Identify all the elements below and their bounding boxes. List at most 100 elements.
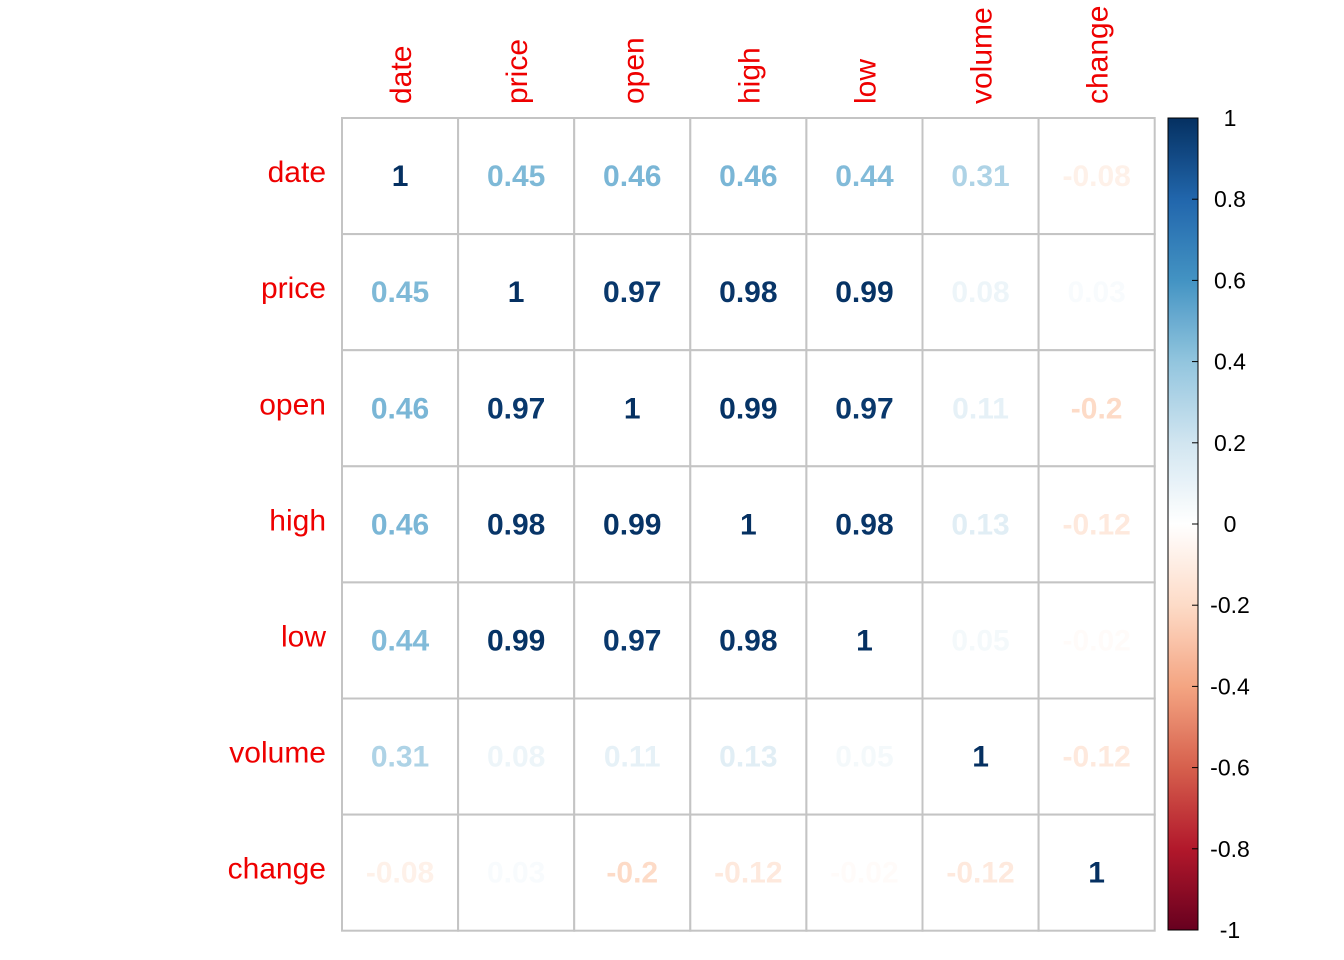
value-label-change-open: -0.2: [606, 857, 658, 890]
cell-price-open: [573, 233, 692, 352]
value-label-low-volume: 0.05: [951, 624, 1009, 657]
value-label-date-change: -0.08: [1062, 160, 1130, 193]
value-label-open-date: 0.46: [371, 392, 429, 425]
row-label-price: price: [261, 272, 326, 305]
cell-open-price: [457, 349, 576, 468]
cell-open-low: [805, 349, 924, 468]
value-label-open-low: 0.97: [835, 392, 893, 425]
value-label-volume-price: 0.08: [487, 741, 545, 774]
column-label-open: open: [617, 37, 650, 104]
value-label-volume-date: 0.31: [371, 741, 429, 774]
cell-volume-price: [457, 697, 576, 816]
value-label-low-price: 0.99: [487, 624, 545, 657]
colorbar-tick-label: -0.2: [1210, 592, 1250, 618]
colorbar: 1 0.8 0.6 0.4 0.2 0 -0.2 -0.4 -0.6 -0.8 -1: [1167, 105, 1250, 943]
value-label-high-volume: 0.13: [951, 508, 1009, 541]
value-label-open-volume: 0.11: [952, 392, 1009, 425]
cell-high-high: [689, 465, 808, 584]
colorbar-tick-label: 0.2: [1214, 430, 1246, 456]
value-label-high-change: -0.12: [1062, 508, 1130, 541]
value-label-high-open: 0.99: [603, 508, 661, 541]
cell-low-date: [341, 581, 460, 700]
cell-change-change: [1037, 813, 1156, 932]
value-label-high-low: 0.98: [835, 508, 893, 541]
column-label-low: low: [849, 59, 882, 104]
cell-volume-low: [805, 697, 924, 816]
row-label-group: date price open high low volume change: [228, 156, 327, 886]
value-label-price-open: 0.97: [603, 276, 661, 309]
row-label-open: open: [259, 388, 326, 421]
row-label-volume: volume: [229, 737, 326, 770]
cell-high-volume: [921, 465, 1040, 584]
column-label-volume: volume: [966, 7, 999, 104]
row-label-date: date: [268, 156, 326, 189]
cell-open-high: [689, 349, 808, 468]
value-label-change-low: -0.02: [830, 857, 898, 890]
column-label-high: high: [733, 47, 766, 104]
value-label-volume-change: -0.12: [1062, 741, 1130, 774]
value-label-high-high: 1: [740, 508, 757, 541]
cell-date-date: [341, 117, 460, 236]
colorbar-tick-label: 0.6: [1214, 267, 1246, 293]
value-label-volume-volume: 1: [972, 741, 989, 774]
value-label-change-price: 0.03: [487, 857, 545, 890]
column-label-group: date price open high low volume change: [385, 6, 1115, 104]
cell-change-date: [341, 813, 460, 932]
value-label-date-high: 0.46: [719, 160, 777, 193]
cell-price-date: [341, 233, 460, 352]
value-label-date-volume: 0.31: [951, 160, 1009, 193]
cell-open-volume: [921, 349, 1040, 468]
value-label-date-price: 0.45: [487, 160, 545, 193]
value-label-low-high: 0.98: [719, 624, 777, 657]
colorbar-tick-label: 1: [1224, 105, 1237, 131]
value-label-volume-high: 0.13: [719, 741, 777, 774]
value-label-change-change: 1: [1088, 857, 1105, 890]
value-label-open-open: 1: [624, 392, 641, 425]
cell-volume-change: [1037, 697, 1156, 816]
cell-open-open: [573, 349, 692, 468]
value-label-high-date: 0.46: [371, 508, 429, 541]
colorbar-tick-label: 0: [1224, 511, 1237, 537]
value-label-low-change: -0.02: [1062, 624, 1130, 657]
colorbar-tick-label: -0.6: [1210, 755, 1250, 781]
cell-change-volume: [921, 813, 1040, 932]
row-label-high: high: [269, 504, 326, 537]
cell-high-price: [457, 465, 576, 584]
value-label-date-open: 0.46: [603, 160, 661, 193]
value-label-volume-open: 0.11: [604, 741, 661, 774]
value-label-price-price: 1: [508, 276, 525, 309]
value-label-change-high: -0.12: [714, 857, 782, 890]
cell-volume-date: [341, 697, 460, 816]
value-label-high-price: 0.98: [487, 508, 545, 541]
cell-change-open: [573, 813, 692, 932]
value-label-price-date: 0.45: [371, 276, 429, 309]
colorbar-tick-label: 0.4: [1214, 349, 1246, 375]
colorbar-tick-label: -1: [1220, 917, 1240, 943]
cell-date-open: [573, 117, 692, 236]
value-label-price-high: 0.98: [719, 276, 777, 309]
value-label-price-low: 0.99: [835, 276, 893, 309]
value-label-open-change: -0.2: [1071, 392, 1123, 425]
cell-volume-high: [689, 697, 808, 816]
column-label-price: price: [501, 39, 534, 104]
value-label-price-change: 0.03: [1067, 276, 1125, 309]
value-label-low-open: 0.97: [603, 624, 661, 657]
cell-price-low: [805, 233, 924, 352]
value-label-low-date: 0.44: [371, 624, 430, 657]
cell-change-high: [689, 813, 808, 932]
value-label-change-volume: -0.12: [946, 857, 1014, 890]
row-label-change: change: [228, 853, 326, 886]
value-label-date-date: 1: [392, 160, 409, 193]
colorbar-tick-label: 0.8: [1214, 186, 1246, 212]
cell-high-change: [1037, 465, 1156, 584]
cell-open-change: [1037, 349, 1156, 468]
cell-price-change: [1037, 233, 1156, 352]
value-label-open-high: 0.99: [719, 392, 777, 425]
value-label-price-volume: 0.08: [951, 276, 1009, 309]
cell-layer: 1 0.45 0.46 0.46 0.44 0.31 -0.08 0.45 1 0.97 0.98 0…: [341, 117, 1156, 932]
colorbar-tick-label: -0.8: [1210, 836, 1250, 862]
column-label-date: date: [385, 46, 418, 104]
cell-date-volume: [921, 117, 1040, 236]
value-label-low-low: 1: [856, 624, 873, 657]
